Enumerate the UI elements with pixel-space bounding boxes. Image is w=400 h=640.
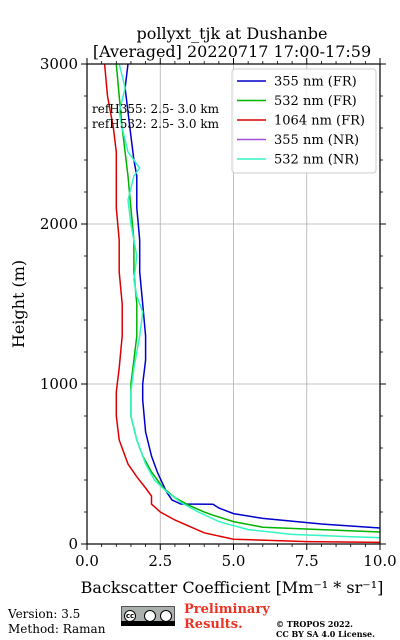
chart-title-line1: pollyxt_tjk at Dushanbe <box>136 24 327 43</box>
y-axis-label: Height (m) <box>9 260 28 348</box>
preliminary-results-note: Preliminary Results. <box>184 602 270 632</box>
copyright-line1: © TROPOS 2022. <box>276 619 353 629</box>
backscatter-profile-chart: pollyxt_tjk at Dushanbe [Averaged] 20220… <box>9 24 397 597</box>
x-tick-label: 10.0 <box>363 552 396 570</box>
cc-badge-strip <box>121 621 175 626</box>
annotation-refh532: refH532: 2.5- 3.0 km <box>92 117 220 131</box>
legend-label-0: 355 nm (FR) <box>274 75 357 90</box>
y-tick-label: 0 <box>68 535 78 553</box>
plot-frame <box>86 63 381 545</box>
copyright-note: © TROPOS 2022. CC BY SA 4.0 License. <box>276 619 375 639</box>
y-tick-label: 3000 <box>40 55 78 73</box>
x-tick-label: 0.0 <box>75 552 99 570</box>
legend-label-2: 1064 nm (FR) <box>274 114 365 129</box>
version-label: Version: 3.5 <box>8 607 81 621</box>
preliminary-line1: Preliminary <box>184 602 270 617</box>
series-lines <box>103 64 380 544</box>
legend-box <box>231 68 377 174</box>
legend-label-1: 532 nm (FR) <box>274 94 357 109</box>
x-axis-label: Backscatter Coefficient [Mm⁻¹ * sr⁻¹] <box>81 578 384 597</box>
series-line-2 <box>103 64 380 544</box>
copyright-line2: CC BY SA 4.0 License. <box>276 629 375 639</box>
series-line-4 <box>118 64 380 539</box>
x-tick-label: 5.0 <box>222 552 246 570</box>
x-tick-label: 7.5 <box>295 552 319 570</box>
legend-label-3: 355 nm (NR) <box>274 133 359 148</box>
preliminary-line2: Results. <box>184 617 243 632</box>
y-tick-label: 2000 <box>40 215 78 233</box>
series-line-0 <box>124 64 380 529</box>
axis-ticks: 0.0 2.5 5.0 7.5 10.0 0 1000 2000 3000 <box>40 55 397 570</box>
x-tick-label: 2.5 <box>148 552 172 570</box>
legend-label-4: 532 nm (NR) <box>274 153 359 168</box>
chart-title-line2: [Averaged] 20220717 17:00-17:59 <box>93 42 371 61</box>
annotation-refh355: refH355: 2.5- 3.0 km <box>92 102 220 116</box>
method-label: Method: Raman <box>8 622 106 636</box>
cc-logo-icon: cc <box>124 610 136 622</box>
y-tick-label: 1000 <box>40 375 78 393</box>
legend: 355 nm (FR) 532 nm (FR) 1064 nm (FR) 355 nm… <box>231 68 377 174</box>
